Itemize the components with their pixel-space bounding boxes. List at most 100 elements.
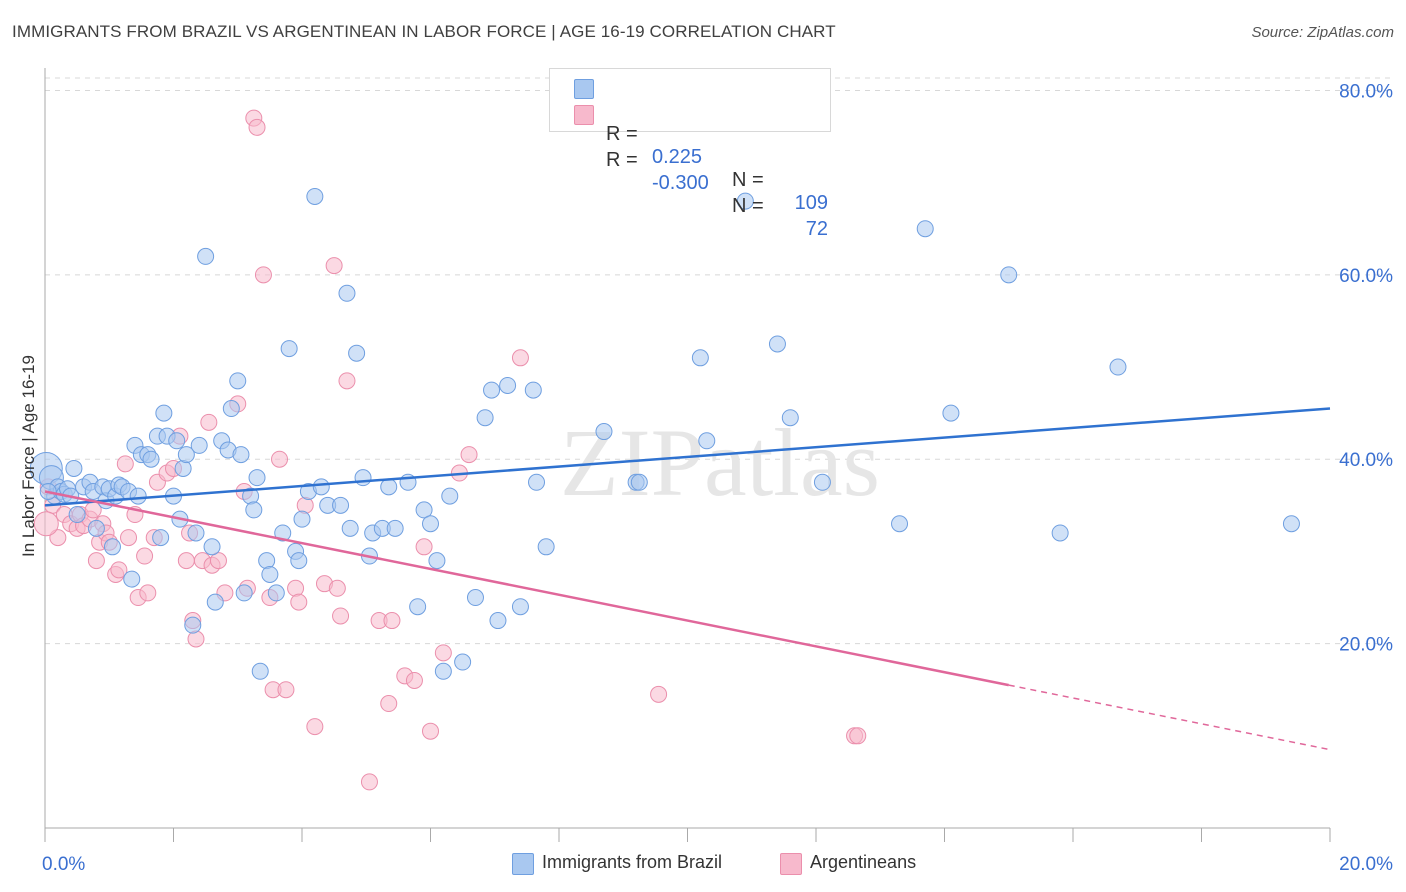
brazil-point [155,404,173,422]
brazil-point [197,247,215,265]
brazil-point [380,478,398,496]
r-label: R = [606,149,638,171]
argentineans-point [306,718,324,736]
argentineans-point [177,552,195,570]
brazil-point [434,662,452,680]
brazil-point [174,459,192,477]
argentineans-point [415,538,433,556]
argentineans-point [422,722,439,740]
y-tick-label: 20.0% [1339,635,1393,656]
argentineans-point [287,579,305,597]
n-label: N = [732,195,764,217]
brazil-point [68,506,86,524]
brazil-swatch [574,79,594,99]
brazil-point [123,570,141,588]
argentineans-point [328,579,346,597]
brazil-point [537,538,555,556]
n-value: 72 [805,218,828,240]
r-value: 0.225 [652,146,703,168]
brazil-point [293,510,311,528]
brazil-point [142,450,160,468]
brazil-point [248,469,266,487]
brazil-point [942,404,960,422]
brazil-point [261,565,279,583]
brazil-point [422,515,439,533]
argentineans-point [200,413,218,431]
argentineans-point [511,349,529,367]
brazil-point [595,423,613,441]
brazil-point [1051,524,1069,542]
argentineans-point [187,630,205,648]
argentineans-point [296,496,314,514]
argentineans-point [380,695,398,713]
brazil-point [232,446,250,464]
brazil-point [235,584,253,602]
brazil-point [103,538,121,556]
brazil-point [813,473,831,491]
argentineans-point [120,529,138,547]
legend-label: Argentineans [810,852,917,872]
brazil-point [768,335,786,353]
argentineans-point [116,455,134,473]
legend-row-brazil: R = 0.225 N = 109 [574,77,828,214]
brazil-point [203,538,221,556]
brazil-point [65,459,83,477]
brazil-point [129,487,147,505]
legend-label: Immigrants from Brazil [542,852,723,872]
brazil-point [524,381,542,399]
axes [44,68,1331,842]
brazil-point [891,515,909,533]
brazil-point [168,432,186,450]
r-label: R = [606,123,638,145]
argentineans-point [434,644,452,662]
argentineans-point [254,266,272,284]
brazil-point [290,552,308,570]
argentineans-point [338,372,356,390]
brazil-point [428,552,446,570]
brazil-point [1000,266,1018,284]
brazil-point [691,349,709,367]
brazil-point [916,220,934,238]
argentineans-trend-extension [1008,684,1331,751]
y-tick-label: 60.0% [1339,266,1393,287]
brazil-point [528,473,546,491]
y-tick-label: 80.0% [1339,81,1393,102]
y-tick-labels: 20.0% 40.0% 60.0% 80.0% [1339,81,1393,655]
argentineans-point [277,681,295,699]
brazil-point [222,400,240,418]
brazil-point [441,487,459,505]
argentineans-swatch [574,105,594,125]
chart-title: IMMIGRANTS FROM BRAZIL VS ARGENTINEAN IN… [12,22,836,41]
brazil-point [258,552,276,570]
brazil-point [251,662,269,680]
brazil-point [152,529,170,547]
brazil-point [409,598,427,616]
brazil-point [499,376,517,394]
argentineans-point [383,612,401,630]
argentineans-point [136,547,154,565]
brazil-point [511,598,529,616]
brazil-point [332,496,350,514]
x-tick-label: 20.0% [1339,854,1393,875]
argentineans-swatch [780,853,802,875]
brazil-point [87,519,105,537]
legend-row-argentineans: R = -0.300 N = 72 [574,103,828,240]
x-tick-labels: 0.0% 20.0% [42,854,1393,875]
brazil-point [483,381,501,399]
brazil-point [187,524,205,542]
brazil-point [489,612,507,630]
brazil-point [312,478,330,496]
correlation-legend: R = 0.225 N = 109 R = -0.300 N = 72 [549,68,831,240]
brazil-point [1282,515,1300,533]
brazil-point [354,469,372,487]
brazil-point [206,593,224,611]
brazil-point [245,501,263,519]
argentineans-point [460,446,478,464]
argentineans-point [209,552,227,570]
argentineans-point [110,561,128,579]
brazil-swatch [512,853,534,875]
brazil-point [348,344,366,362]
brazil-point [184,616,202,634]
argentineans-point [332,607,350,625]
